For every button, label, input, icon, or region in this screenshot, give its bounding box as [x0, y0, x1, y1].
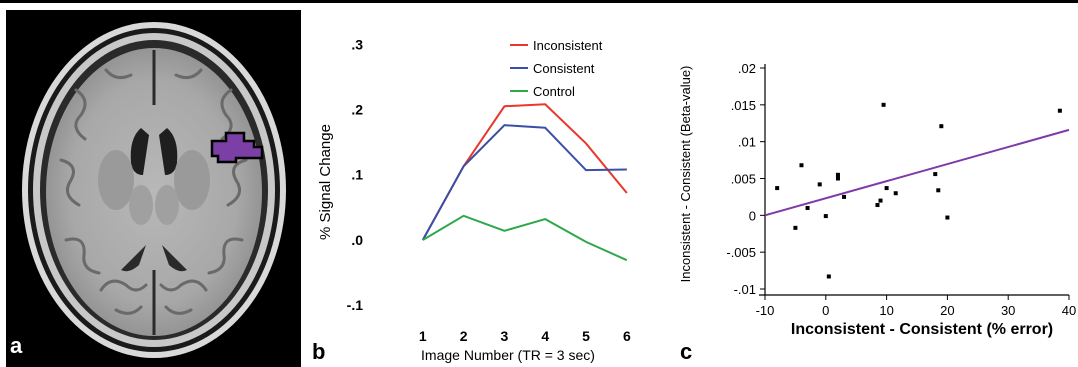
- regression-line: [764, 128, 1070, 217]
- x-tick-label: 6: [623, 328, 631, 344]
- scatter-point: [893, 191, 898, 196]
- scatter-point: [945, 215, 950, 220]
- top-rule: [0, 0, 1078, 3]
- series-line-inconsistent: [421, 103, 628, 241]
- scatter-point: [939, 124, 944, 129]
- y-tick-label: .015: [731, 98, 756, 113]
- scatter-point: [933, 172, 938, 177]
- scatter-point: [793, 225, 798, 230]
- scatter-point: [799, 163, 804, 168]
- scatter-point: [842, 194, 847, 199]
- x-tick-label: 30: [1001, 303, 1015, 318]
- scatter-point: [881, 102, 886, 107]
- x-tick-label: 10: [879, 303, 893, 318]
- x-axis-label: Image Number (TR = 3 sec): [421, 347, 595, 363]
- brain-slice-image: [6, 10, 301, 367]
- scatter-point: [936, 188, 941, 193]
- x-axis-label: Inconsistent - Consistent (% error): [791, 321, 1053, 338]
- y-tick-label: -.005: [726, 245, 756, 260]
- y-tick-label: -.1: [347, 297, 364, 313]
- panel-letter-b: b: [312, 339, 325, 364]
- scatter-point: [775, 186, 780, 191]
- x-tick-label: 0: [822, 303, 829, 318]
- scatter-chart-panel: .02 .015 .01 .005 0 -.005 -.01 -10 0 10 20 30 40 In…: [676, 10, 1076, 367]
- beta-error-scatter-plot: .02 .015 .01 .005 0 -.005 -.01 -10 0 10 20 30 40 In…: [678, 61, 1076, 364]
- x-tick-label: 40: [1062, 303, 1076, 318]
- brain-slice-panel: a: [6, 10, 301, 367]
- y-tick-label: 0: [749, 208, 756, 223]
- signal-change-line-chart: .3 .2 .1 .0 -.1 1 2 3 4 5 6 Inconsistent Consisten…: [312, 36, 631, 364]
- line-chart-panel: .3 .2 .1 .0 -.1 1 2 3 4 5 6 Inconsistent Consisten…: [310, 10, 672, 367]
- y-tick-label: .0: [351, 232, 363, 248]
- x-tick-label: -10: [756, 303, 775, 318]
- y-tick-label: .005: [731, 172, 756, 187]
- panel-letter-a: a: [10, 333, 23, 358]
- scatter-point: [805, 205, 810, 210]
- x-tick-label: 20: [940, 303, 954, 318]
- x-tick-label: 3: [501, 328, 509, 344]
- scatter-point: [835, 172, 840, 177]
- x-tick-label: 4: [541, 328, 549, 344]
- scatter-point: [884, 186, 889, 191]
- scatter-point: [1057, 108, 1062, 113]
- y-tick-label: .2: [351, 102, 363, 118]
- y-tick-label: .1: [351, 167, 363, 183]
- series-line-control: [422, 214, 628, 262]
- y-tick-label: .3: [351, 36, 363, 52]
- scatter-point: [878, 198, 883, 203]
- legend-label-control: Control: [533, 84, 575, 99]
- x-tick-label: 5: [582, 328, 590, 344]
- series-line-consistent: [421, 124, 627, 241]
- scatter-point: [826, 274, 831, 279]
- y-axis-label: Inconsistent - Consistent (Beta-value): [678, 66, 693, 283]
- scatter-point: [875, 203, 880, 208]
- y-tick-label: .01: [738, 135, 756, 150]
- legend-label-inconsistent: Inconsistent: [533, 38, 603, 53]
- scatter-point: [823, 214, 828, 219]
- roi-highlight: [210, 131, 264, 164]
- x-tick-label: 2: [460, 328, 468, 344]
- y-tick-label: .02: [738, 61, 756, 76]
- y-axis-label: % Signal Change: [317, 124, 334, 240]
- scatter-point: [817, 182, 822, 187]
- panel-letter-c: c: [680, 339, 692, 364]
- x-tick-label: 1: [419, 328, 427, 344]
- scatter-point: [835, 176, 840, 181]
- y-tick-label: -.01: [734, 282, 756, 297]
- legend-label-consistent: Consistent: [533, 61, 595, 76]
